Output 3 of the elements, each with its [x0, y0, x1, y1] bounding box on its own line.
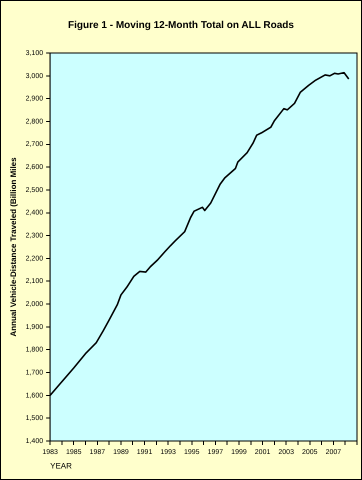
y-axis-title: Annual Vehicle-Distance Traveled (Billion Miles — [9, 156, 18, 337]
x-axis-title: YEAR — [50, 461, 72, 470]
chart-title: Figure 1 - Moving 12-Month Total on ALL Roads — [68, 20, 294, 31]
